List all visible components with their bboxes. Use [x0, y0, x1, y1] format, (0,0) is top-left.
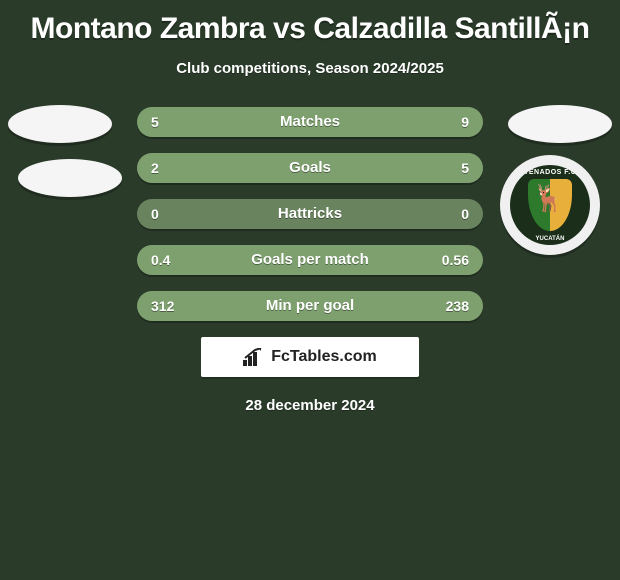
badge-text-bottom: YUCATÁN [510, 236, 590, 242]
stat-row: 312238Min per goal [137, 291, 483, 321]
badge-text-top: VENADOS F.C [510, 169, 590, 176]
subtitle: Club competitions, Season 2024/2025 [0, 60, 620, 77]
stat-label: Goals per match [137, 245, 483, 275]
stat-label: Min per goal [137, 291, 483, 321]
player-avatar-left-1 [8, 105, 112, 143]
deer-icon: 🦌 [532, 185, 564, 211]
player-avatar-left-2 [18, 159, 122, 197]
brand-text: FcTables.com [271, 348, 377, 366]
stats-container: 59Matches 25Goals 00Hattricks 0.40.56Goals … [137, 107, 483, 321]
stat-row: 0.40.56Goals per match [137, 245, 483, 275]
stat-label: Hattricks [137, 199, 483, 229]
stat-row: 25Goals [137, 153, 483, 183]
stat-row: 59Matches [137, 107, 483, 137]
brand-box[interactable]: FcTables.com [201, 337, 419, 377]
team-badge-inner: VENADOS F.C 🦌 YUCATÁN [510, 165, 590, 245]
page-title: Montano Zambra vs Calzadilla SantillÃ¡n [0, 0, 620, 46]
chart-icon [243, 348, 265, 366]
stat-label: Matches [137, 107, 483, 137]
team-badge: VENADOS F.C 🦌 YUCATÁN [500, 155, 600, 255]
date-label: 28 december 2024 [0, 397, 620, 414]
stat-label: Goals [137, 153, 483, 183]
stat-row: 00Hattricks [137, 199, 483, 229]
content-area: VENADOS F.C 🦌 YUCATÁN 59Matches 25Goals 00… [0, 107, 620, 414]
player-avatar-right-1 [508, 105, 612, 143]
